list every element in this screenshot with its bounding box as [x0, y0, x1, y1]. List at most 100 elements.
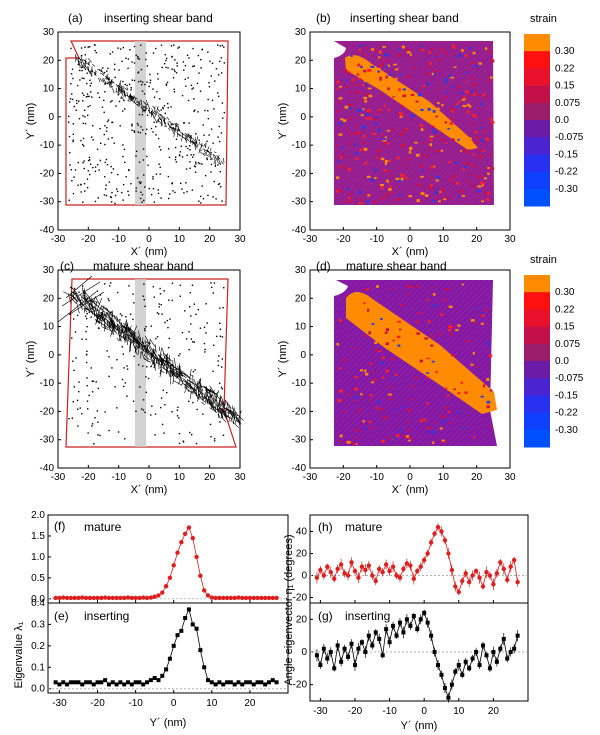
panel-a-band-segment — [176, 131, 181, 137]
panel-b-strain-spot — [345, 85, 349, 88]
panel-b-strain-spot — [380, 186, 384, 190]
panel-c-band-segment — [193, 384, 199, 390]
panel-a-band-segment — [166, 116, 170, 121]
panel-a-atom — [95, 51, 98, 54]
panel-c-atom — [73, 369, 75, 372]
panel-c-atom — [73, 287, 76, 290]
panel-c-atom — [73, 386, 76, 388]
panel-b-strain-spot — [459, 92, 464, 95]
panel-a-atom — [217, 136, 219, 138]
panel-b-strain-spot — [362, 44, 367, 47]
panel-a-atom — [175, 161, 178, 163]
panel-a-atom — [94, 166, 97, 168]
panel-c-atom — [209, 396, 211, 398]
panel-c-atom — [150, 414, 152, 416]
panel-c-band-segment — [217, 405, 226, 415]
panel-b-strain-spot — [415, 153, 420, 157]
panel-a-band-segment — [118, 89, 122, 93]
panel-b-strain-spot — [456, 85, 460, 89]
panel-d-strain-spot — [462, 376, 467, 379]
panel-h-point — [366, 563, 372, 568]
panel-h-point — [418, 564, 423, 569]
panel-b-strain-spot — [353, 143, 356, 147]
panel-a-atom — [84, 46, 86, 48]
panel-c-band-segment — [120, 329, 124, 337]
panel-a-atom — [177, 47, 179, 49]
panel-e-point — [160, 673, 165, 678]
panel-a-atom — [174, 146, 177, 149]
panel-c-atom — [179, 353, 181, 355]
panel-e-point — [61, 680, 66, 685]
colorbar-label: -0.30 — [555, 425, 578, 436]
panel-a-atom — [99, 142, 102, 145]
panel-b-tag: (b) — [316, 11, 331, 25]
panel-f-point — [148, 595, 154, 600]
panel-a-atom — [128, 169, 130, 171]
panel-b-strain-spot — [461, 49, 464, 52]
panel-b-strain-spot — [361, 125, 365, 129]
panel-b-strain-spot — [374, 116, 378, 119]
panel-d-strain-spot — [432, 293, 436, 296]
panel-b-strain-spot — [471, 83, 476, 87]
panel-d-strain-spot — [407, 409, 412, 413]
panel-c-atom — [161, 423, 164, 426]
panel-c-band-segment — [57, 291, 97, 323]
panel-b-strain-spot — [431, 199, 436, 202]
panel-d-strain-spot — [391, 357, 395, 361]
panel-c-atom — [171, 299, 174, 302]
panel-b-strain-band — [345, 55, 478, 150]
panel-a-atom — [155, 173, 158, 175]
panel-g-point — [404, 617, 409, 622]
profile-left-ylabel: Eigenvalue λ₁ — [13, 621, 25, 688]
panel-b-strain-spot — [477, 148, 481, 151]
panel-b-strain-spot — [419, 124, 424, 128]
panel-b-strain-spot — [364, 113, 369, 116]
panel-a-atom — [199, 162, 201, 165]
panel-c-atom — [71, 417, 74, 419]
panel-a-atom — [110, 165, 112, 168]
panel-a-band-segment — [177, 128, 179, 133]
panel-b-strain-spot — [355, 151, 359, 155]
panel-a-atom — [140, 126, 142, 128]
panel-a-atom — [111, 121, 113, 124]
panel-a-atom — [155, 47, 157, 50]
panel-d-strain-spot — [439, 427, 443, 430]
panel-h-point — [415, 568, 420, 574]
panel-a-atom — [128, 194, 130, 196]
panel-b-strain-spot — [473, 115, 477, 118]
panel-a-band-segment — [74, 56, 77, 62]
panel-b-ytick-label: 0 — [300, 112, 306, 123]
panel-a-atom — [104, 176, 106, 178]
panel-b-strain-spot — [378, 65, 383, 67]
panel-e-point — [72, 680, 77, 685]
panel-c-band-segment — [135, 334, 139, 347]
panel-f-plot: 2.01.51.00.50.0 — [31, 510, 288, 605]
panel-a-band-segment — [161, 115, 165, 122]
panel-a-band-segment — [79, 65, 81, 68]
panel-b-strain-spot — [337, 159, 340, 161]
panel-b-strain-spot — [425, 168, 429, 171]
panel-c-atom — [189, 431, 191, 434]
panel-c-band-segment — [179, 371, 188, 377]
panel-g-point — [342, 646, 347, 651]
panel-e-point — [198, 648, 203, 653]
panel-a-band-segment — [156, 107, 161, 112]
colorbar-label: 0.0 — [555, 115, 569, 126]
panel-d-strain-spot — [381, 356, 385, 360]
panel-a-atom — [81, 92, 84, 94]
panel-b-strain-spot — [437, 101, 440, 105]
panel-e-point — [206, 678, 210, 683]
panel-c-atom — [99, 434, 101, 437]
panel-a-atom — [211, 99, 214, 102]
panel-a-atom — [210, 171, 212, 173]
panel-a-atom — [202, 124, 204, 126]
panel-c-atom — [153, 296, 155, 298]
panel-h-point — [345, 573, 351, 578]
panel-c-xtick-label: 30 — [234, 472, 246, 483]
panel-a-atom — [104, 188, 107, 190]
panel-a-atom — [160, 149, 162, 151]
profile-right-ylabel: Angle eigenvector η₁ (degrees) — [283, 534, 295, 685]
panel-a-atom — [122, 110, 124, 112]
panel-c-band-segment — [89, 297, 97, 306]
panel-a-atom — [181, 188, 183, 190]
